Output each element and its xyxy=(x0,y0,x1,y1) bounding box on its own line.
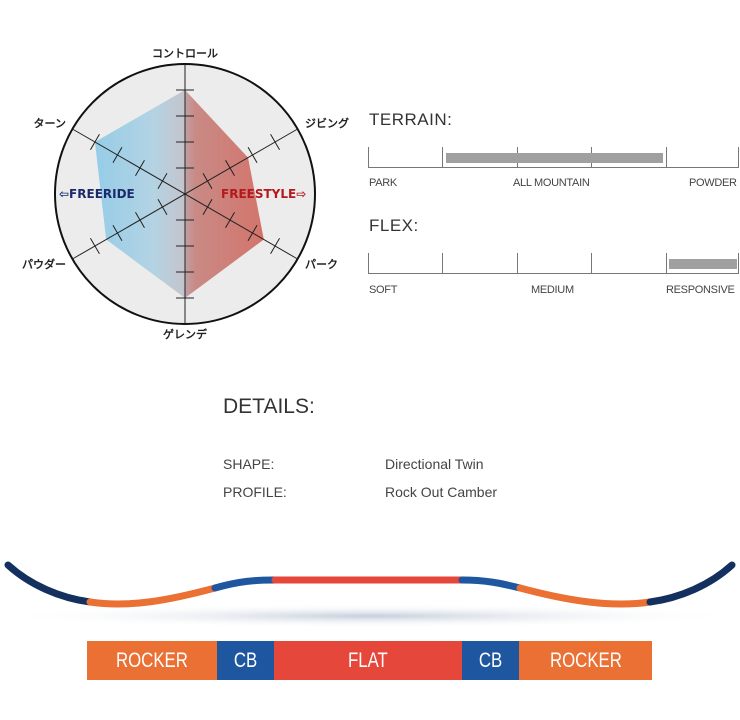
radar-axis-label: パウダー xyxy=(22,257,66,271)
terrain-scale xyxy=(368,147,739,168)
radar-tick xyxy=(112,224,123,242)
flex-label-medium: MEDIUM xyxy=(531,284,574,296)
board-camber-right xyxy=(458,576,524,592)
radar-axis-label: コントロール xyxy=(152,47,218,60)
radar-tick xyxy=(157,198,168,216)
profile-value: Rock Out Camber xyxy=(385,484,498,500)
radar-tick xyxy=(90,133,100,151)
terrain-label-park: PARK xyxy=(369,177,397,189)
terrain-title: TERRAIN: xyxy=(369,110,453,129)
freestyle-label: FREESTYLE⇨ xyxy=(221,187,306,201)
radar-tick xyxy=(225,211,235,229)
radar-tick xyxy=(112,146,123,164)
board-profile-illustration xyxy=(0,561,740,628)
profile-label: PROFILE: xyxy=(223,484,287,500)
radar-tick xyxy=(270,133,280,151)
radar-tick xyxy=(135,211,145,229)
radar-axis xyxy=(72,128,298,260)
board-tip-right xyxy=(646,561,736,606)
board-rocker-left xyxy=(86,584,219,608)
flex-scale xyxy=(368,253,739,274)
radar-axis-label: ジビング xyxy=(305,116,349,130)
radar-axis-label: ターン xyxy=(34,117,66,130)
flex-range-bar xyxy=(669,259,737,269)
shape-value: Directional Twin xyxy=(385,456,484,472)
terrain-label-powder: POWDER xyxy=(689,177,737,189)
profile-segment-cb-left: CB xyxy=(217,641,274,680)
radar-tick xyxy=(247,224,258,242)
radar-tick xyxy=(225,159,235,177)
profile-segment-rocker-left: ROCKER xyxy=(87,641,217,680)
board-tip-left xyxy=(4,561,94,606)
radar-axis-label: パーク xyxy=(305,258,338,271)
radar-tick xyxy=(247,146,258,164)
board-shadow xyxy=(0,604,740,628)
board-rocker-right xyxy=(516,584,654,608)
flex-label-soft: SOFT xyxy=(369,284,398,296)
terrain-label-all-mountain: ALL MOUNTAIN xyxy=(513,177,590,189)
terrain-range-bar xyxy=(446,153,663,163)
flex-title: FLEX: xyxy=(369,216,419,235)
profile-segment-cb-right: CB xyxy=(462,641,519,680)
profile-segment-flat: FLAT xyxy=(274,641,462,680)
board-camber-left xyxy=(211,576,279,592)
freeride-label: ⇦FREERIDE xyxy=(59,187,135,201)
profile-segment-rocker-right: ROCKER xyxy=(519,641,652,680)
radar-tick xyxy=(202,198,213,216)
radar-tick xyxy=(202,172,213,190)
radar-axis-label: ゲレンデ xyxy=(163,327,208,341)
details-title: DETAILS: xyxy=(223,395,315,418)
shape-label: SHAPE: xyxy=(223,456,275,472)
radar-tick xyxy=(135,159,145,177)
radar-tick xyxy=(157,172,168,190)
radar-tick xyxy=(90,237,100,255)
radar-tick xyxy=(270,237,280,255)
flex-label-responsive: RESPONSIVE xyxy=(666,284,735,296)
